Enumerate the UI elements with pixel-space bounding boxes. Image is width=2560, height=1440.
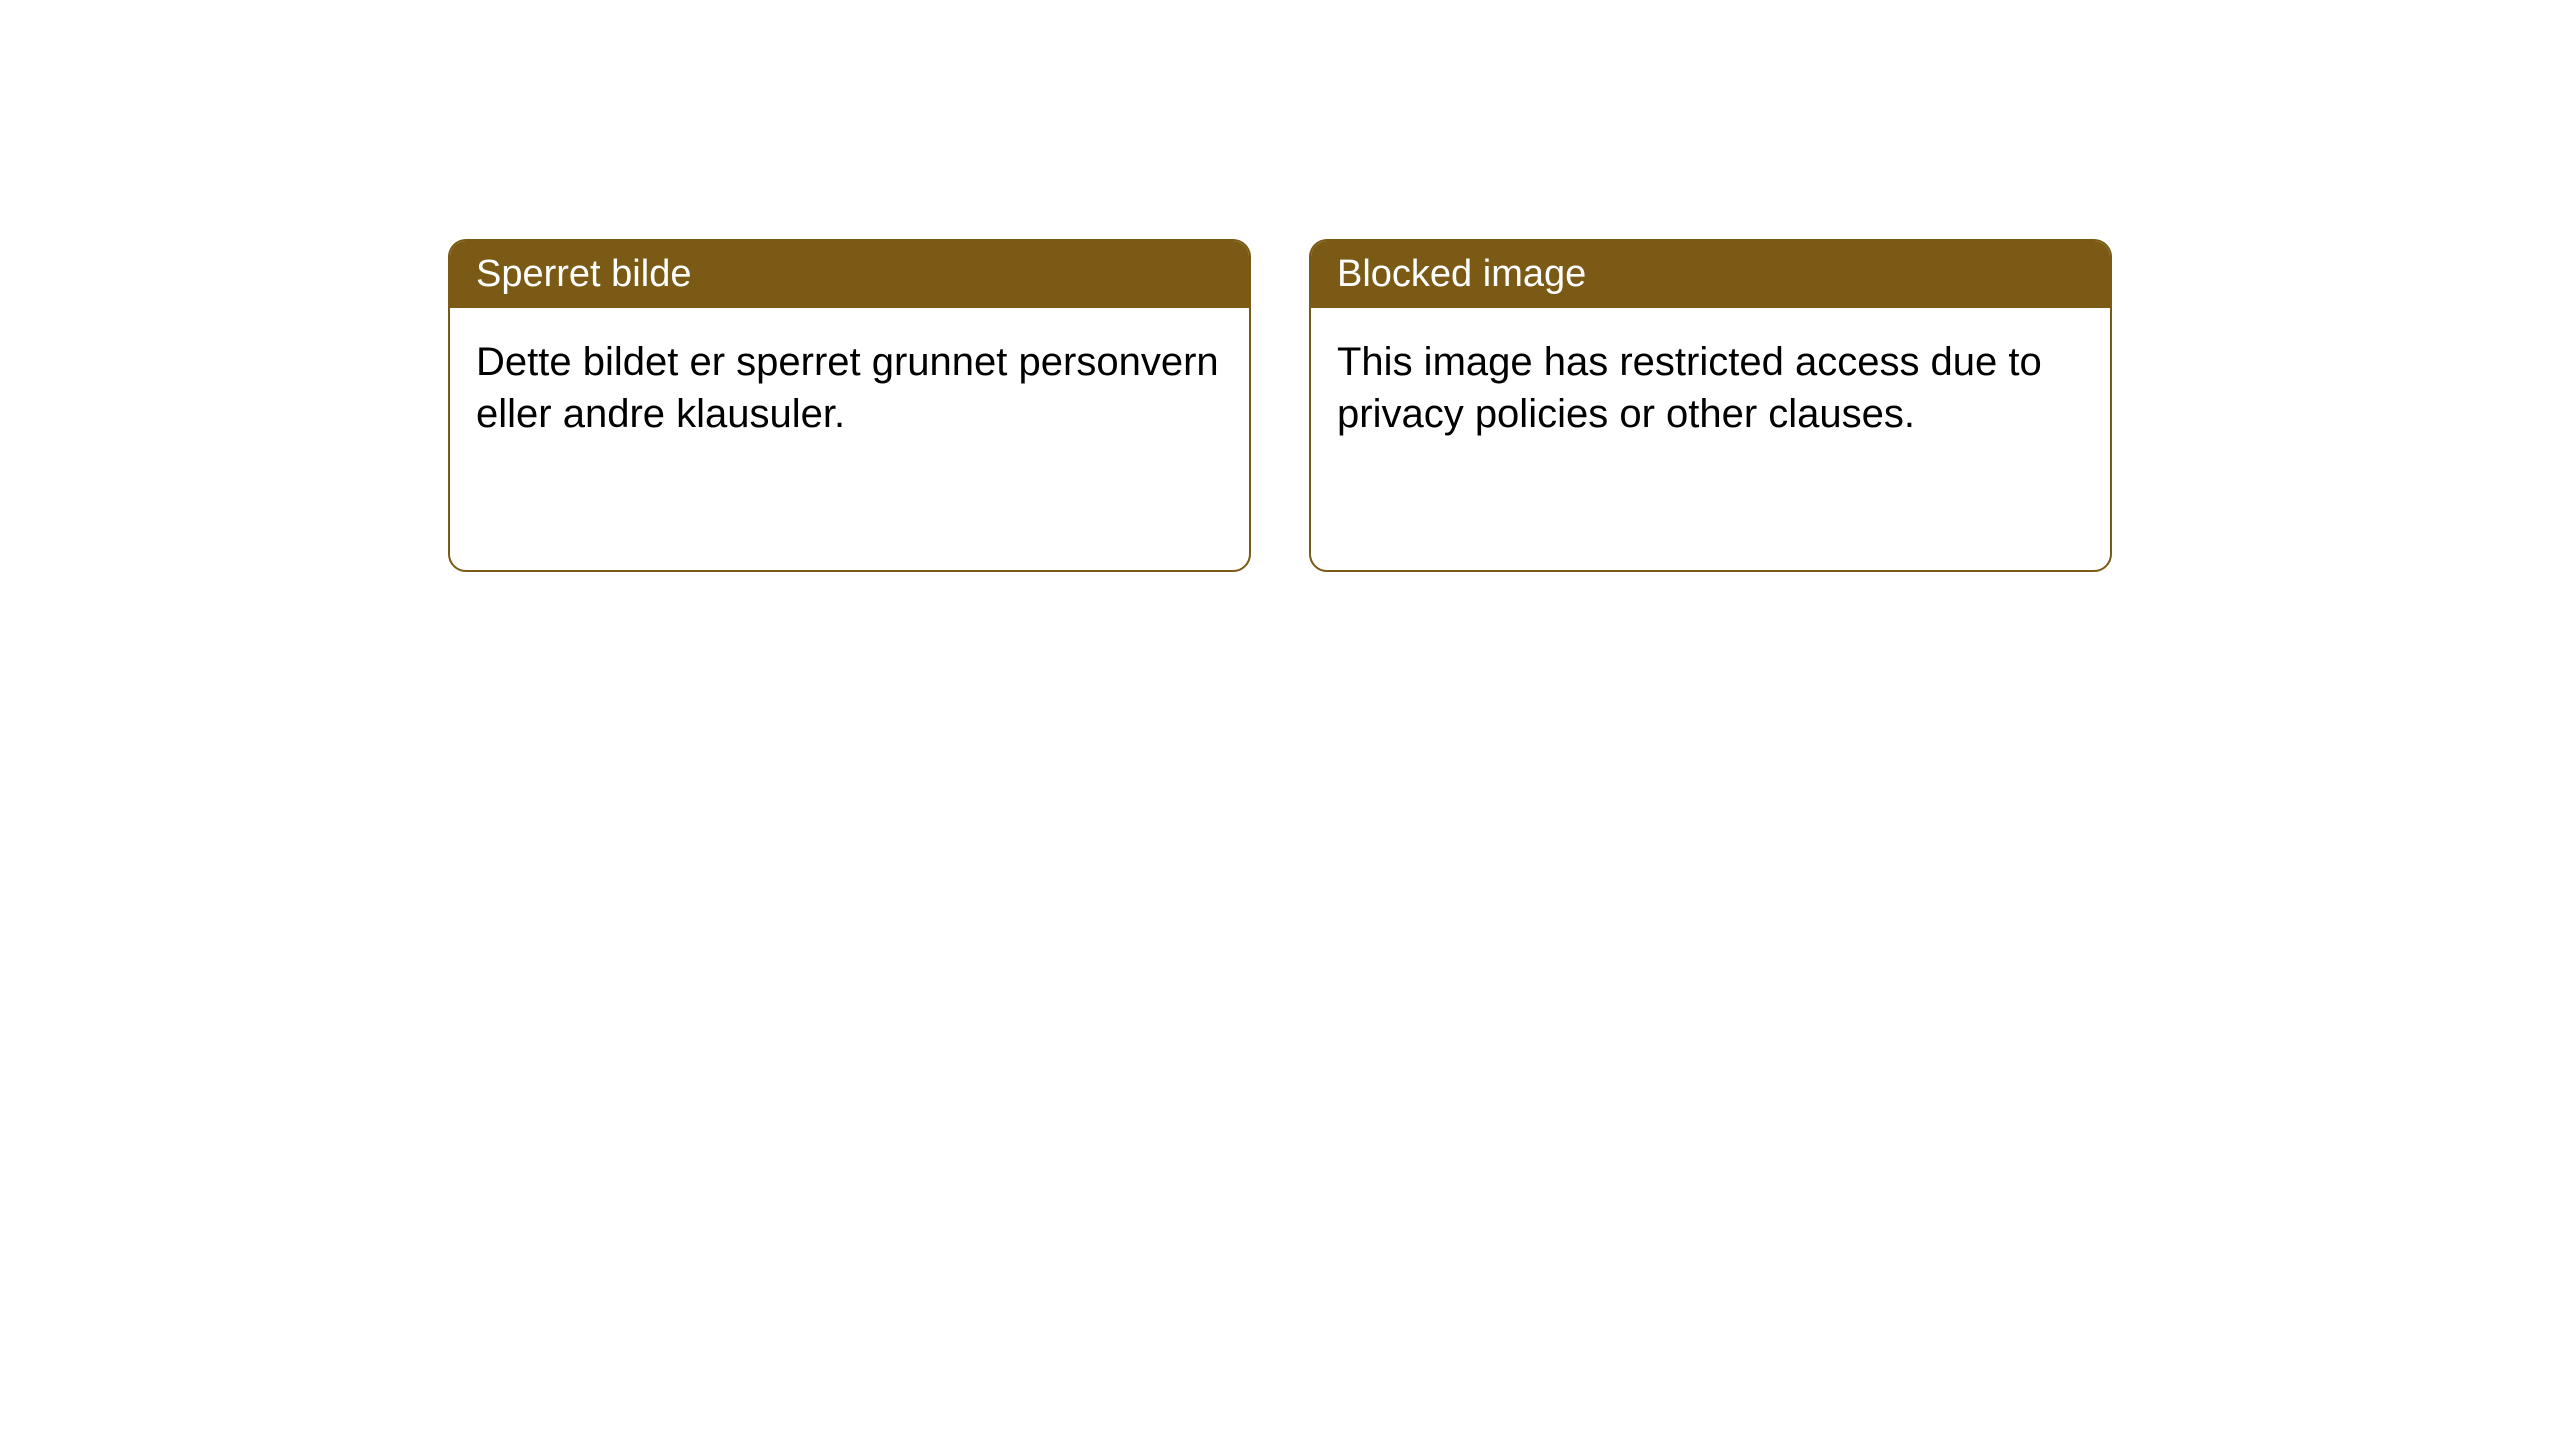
notice-cards-container: Sperret bilde Dette bildet er sperret gr… [448, 239, 2112, 572]
notice-card-english: Blocked image This image has restricted … [1309, 239, 2112, 572]
card-header: Blocked image [1311, 241, 2110, 308]
notice-card-norwegian: Sperret bilde Dette bildet er sperret gr… [448, 239, 1251, 572]
card-title: Blocked image [1337, 253, 1586, 295]
card-body-text: Dette bildet er sperret grunnet personve… [476, 340, 1219, 436]
card-title: Sperret bilde [476, 253, 691, 295]
card-header: Sperret bilde [450, 241, 1249, 308]
card-body-text: This image has restricted access due to … [1337, 340, 2042, 436]
card-body: This image has restricted access due to … [1311, 308, 2110, 468]
card-body: Dette bildet er sperret grunnet personve… [450, 308, 1249, 468]
